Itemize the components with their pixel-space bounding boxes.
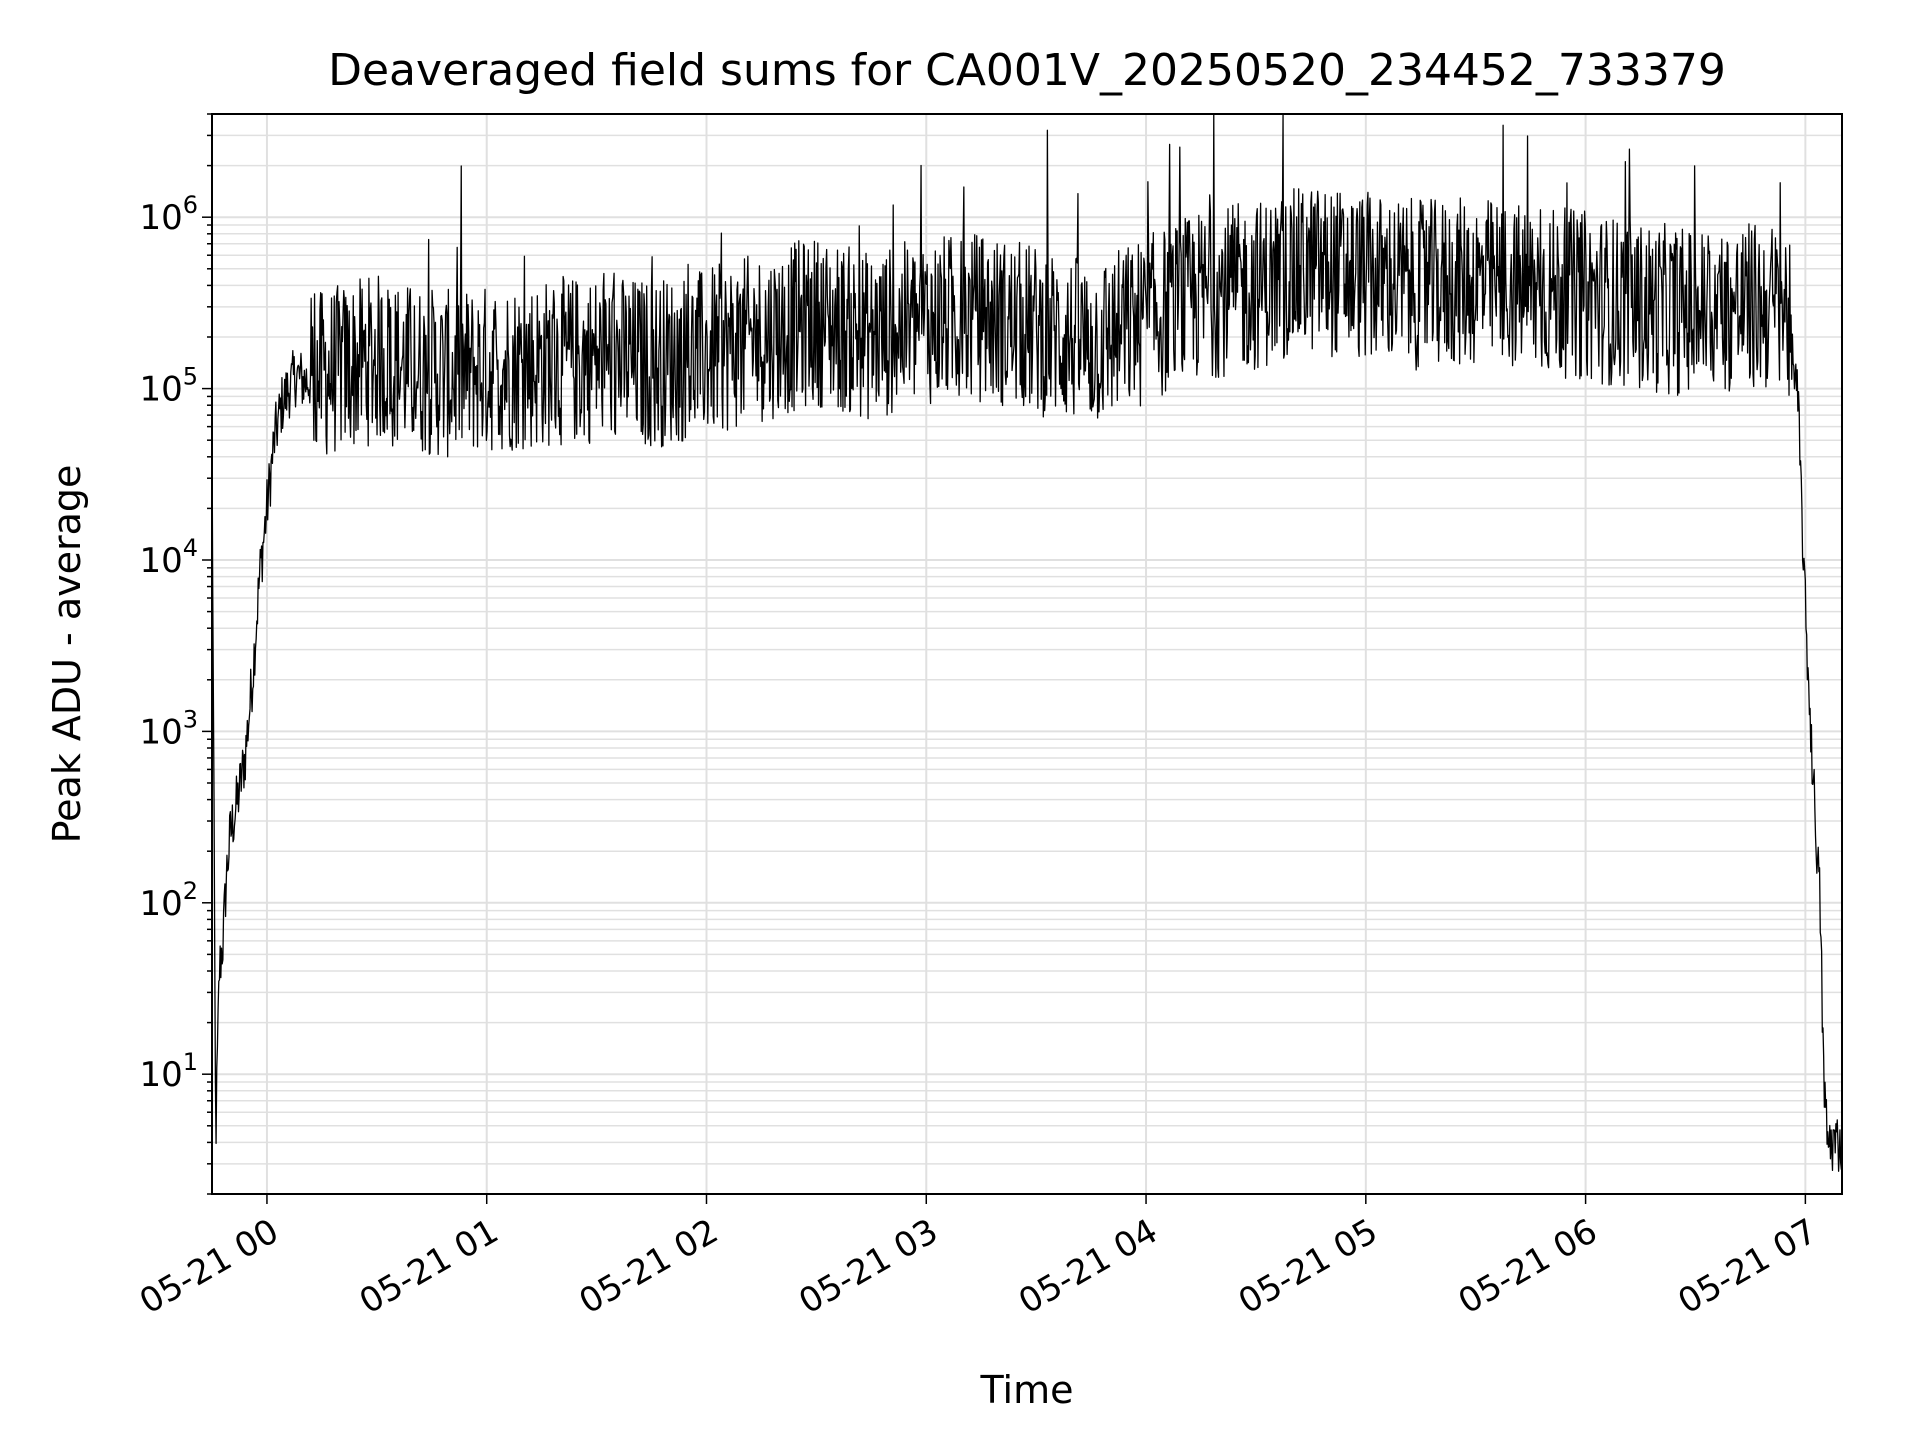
y-axis-label: Peak ADU - average xyxy=(45,465,89,844)
x-axis-label: Time xyxy=(980,1368,1074,1412)
y-tick-label: 101 xyxy=(139,1048,198,1095)
y-axis: 101 102 103 104 105 106 xyxy=(139,113,212,1195)
y-tick-label: 103 xyxy=(139,705,198,752)
series-line xyxy=(211,113,1843,1172)
y-tick-label: 104 xyxy=(139,534,198,581)
y-tick-label: 105 xyxy=(139,363,198,410)
series-layer xyxy=(211,113,1843,1172)
plot-frame xyxy=(211,113,1843,1195)
y-tick-label: 102 xyxy=(139,877,198,924)
y-tick-label: 106 xyxy=(139,191,198,238)
grid xyxy=(212,113,1842,1195)
chart-title: Deaveraged field sums for CA001V_2025052… xyxy=(328,45,1726,96)
